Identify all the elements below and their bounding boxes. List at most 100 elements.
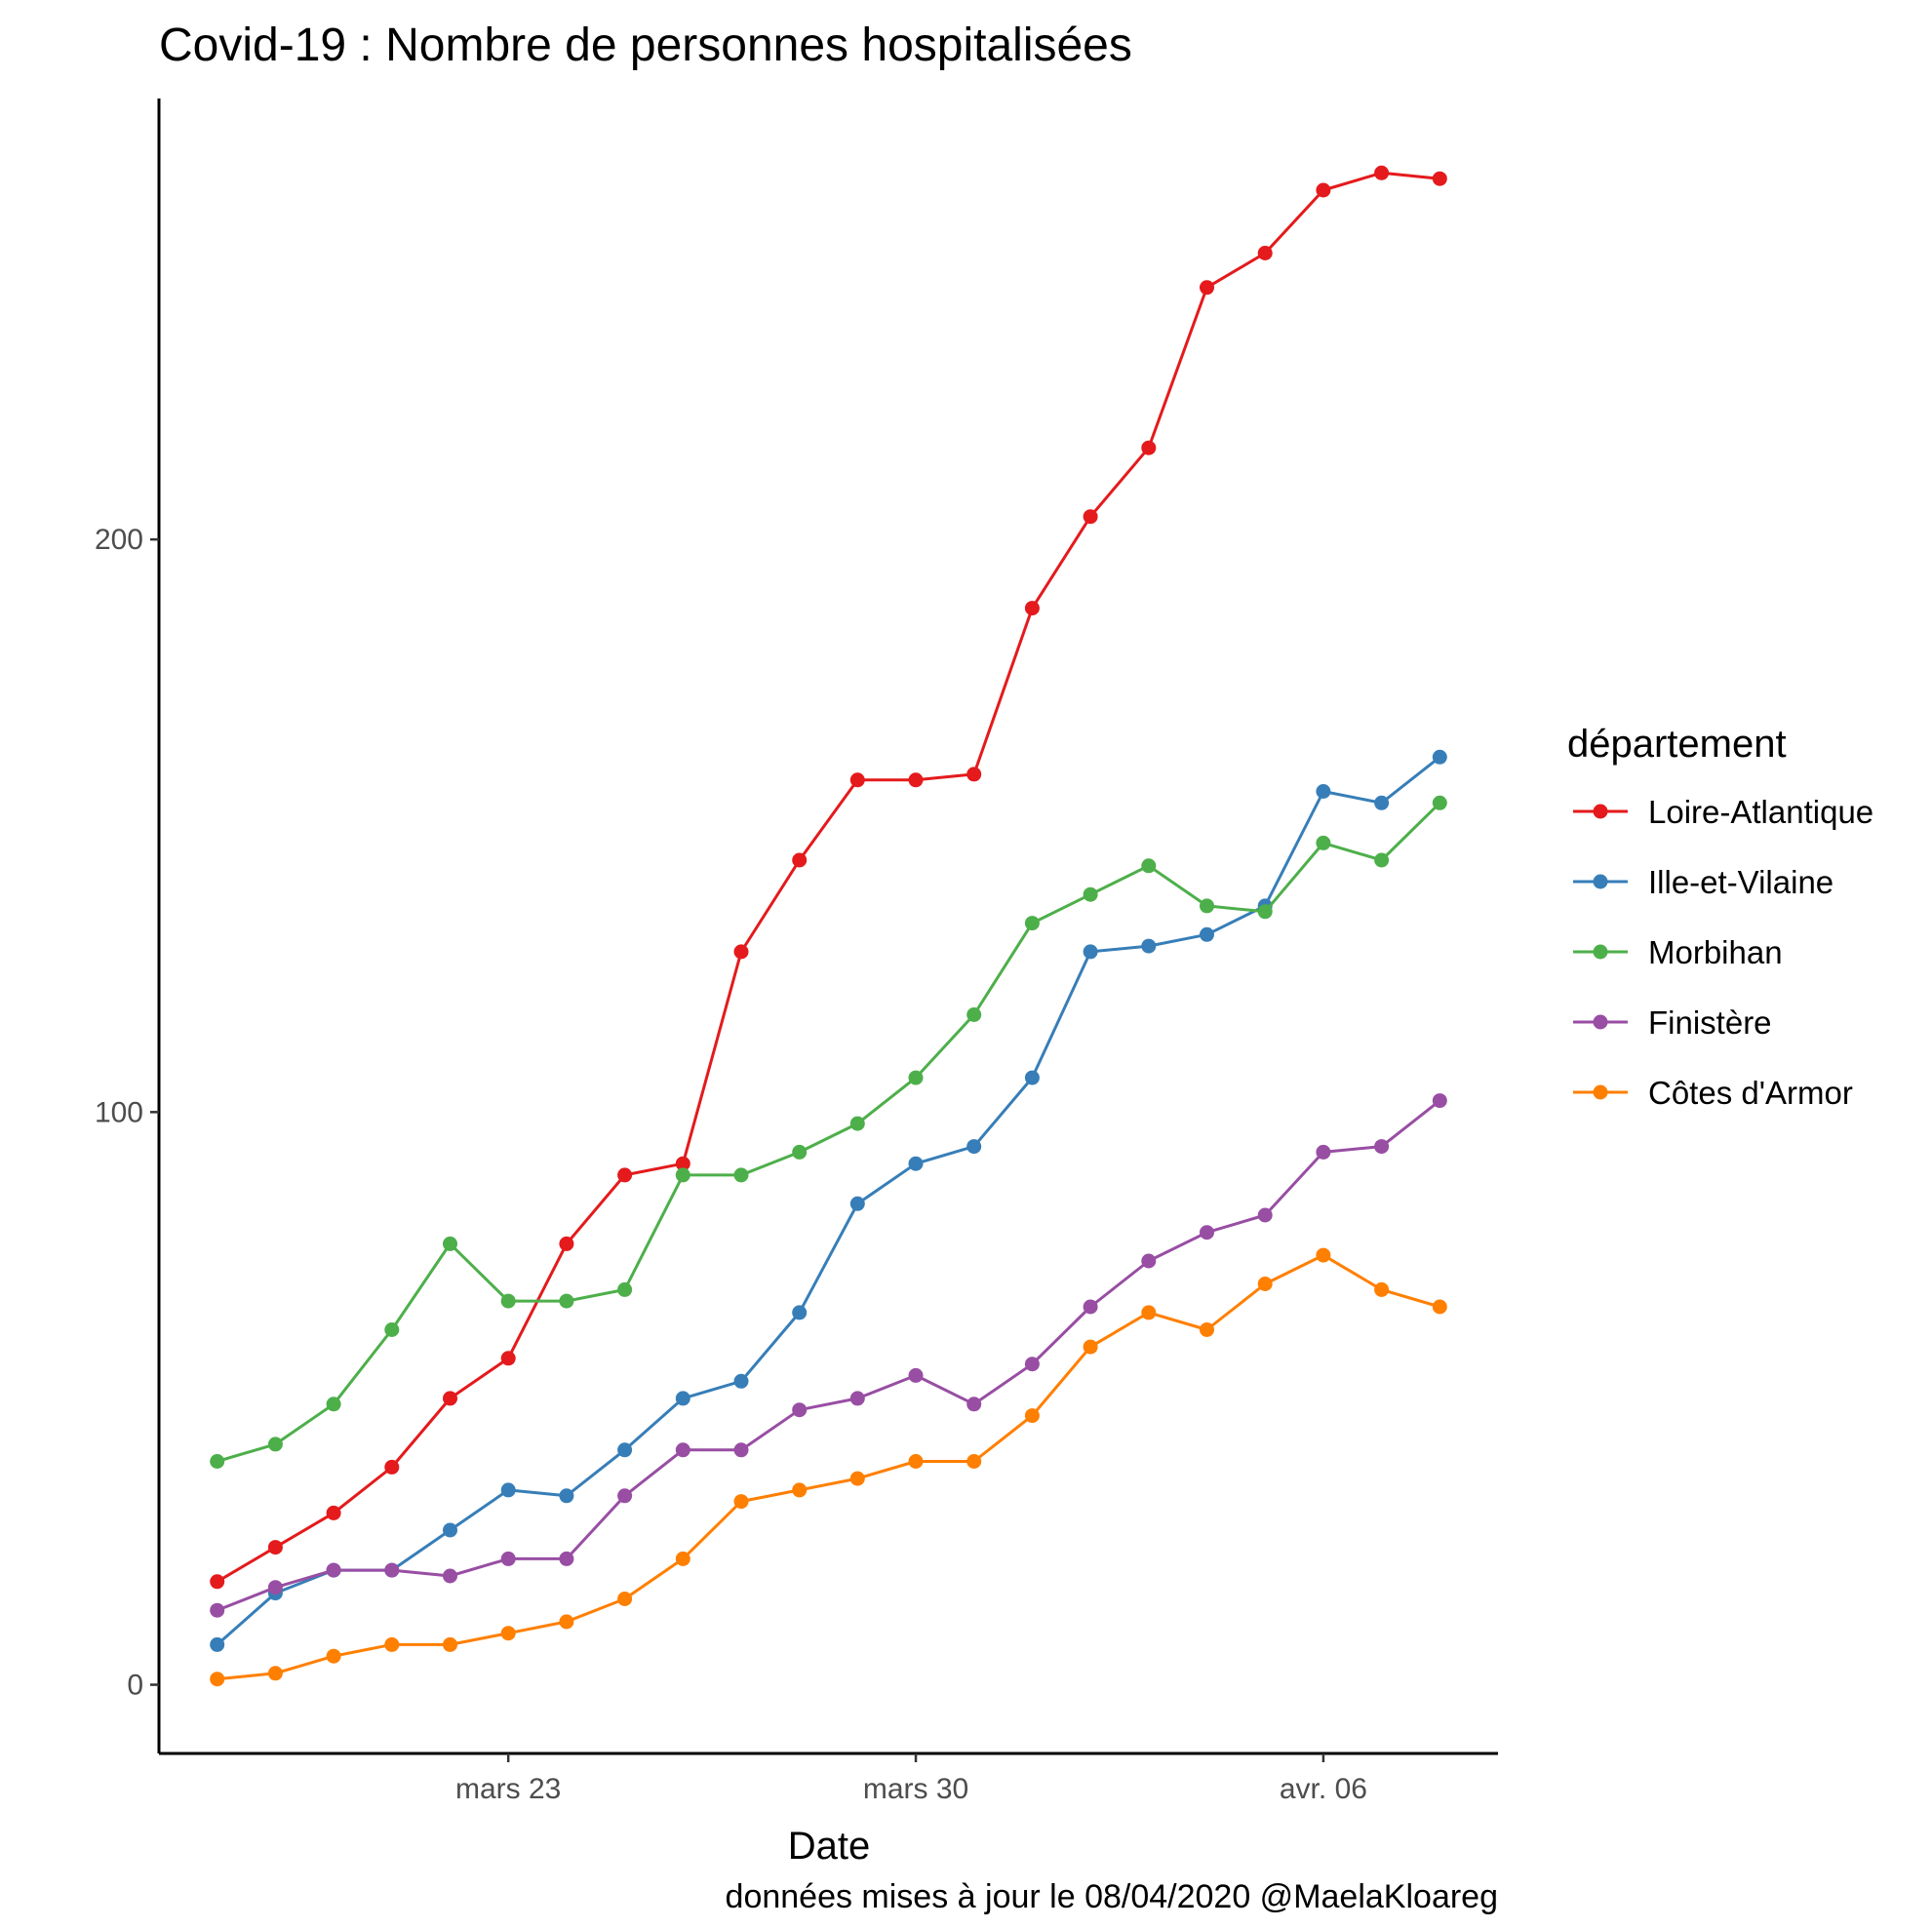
data-point-cotes-d-armor [792, 1482, 808, 1498]
data-point-ille-et-vilaine [675, 1391, 690, 1406]
data-point-finistere [1432, 1093, 1447, 1109]
data-point-morbihan [1200, 898, 1214, 914]
x-axis-ticks: mars 23 mars 30 avr. 06 [455, 1753, 1367, 1805]
data-point-ille-et-vilaine [1374, 795, 1390, 810]
data-point-finistere [1200, 1225, 1214, 1240]
legend-item-finistere: Finistère [1573, 1004, 1772, 1041]
data-point-cotes-d-armor [1083, 1339, 1098, 1355]
data-point-ille-et-vilaine [443, 1522, 457, 1538]
data-point-ille-et-vilaine [1316, 784, 1331, 799]
legend-key-point [1593, 944, 1608, 960]
data-point-cotes-d-armor [1257, 1277, 1273, 1291]
legend-key-point [1593, 874, 1608, 889]
data-point-morbihan [210, 1454, 225, 1469]
data-point-morbihan [443, 1236, 457, 1251]
legend-title: département [1567, 723, 1787, 766]
x-tick-label: mars 23 [455, 1773, 561, 1805]
legend-label: Côtes d'Armor [1648, 1075, 1853, 1111]
legend: département Loire-Atlantique Ille-et-Vila… [1567, 723, 1873, 1111]
data-point-loire-atlantique [1374, 165, 1390, 180]
data-point-loire-atlantique [792, 852, 808, 868]
data-point-finistere [908, 1367, 924, 1383]
data-point-morbihan [559, 1293, 574, 1309]
data-point-ille-et-vilaine [849, 1196, 865, 1211]
data-point-ille-et-vilaine [1024, 1070, 1040, 1085]
data-point-morbihan [908, 1070, 924, 1085]
data-point-ille-et-vilaine [1432, 749, 1447, 765]
data-point-loire-atlantique [1257, 246, 1273, 260]
series-finistere [210, 1093, 1447, 1618]
chart-caption: données mises à jour le 08/04/2020 @Mael… [726, 1878, 1498, 1915]
data-point-morbihan [1024, 916, 1040, 931]
data-point-cotes-d-armor [849, 1471, 865, 1486]
legend-item-ille-et-vilaine: Ille-et-Vilaine [1573, 864, 1833, 900]
data-point-cotes-d-armor [675, 1551, 690, 1566]
data-point-morbihan [384, 1322, 400, 1337]
data-point-loire-atlantique [384, 1459, 400, 1475]
legend-label: Finistère [1648, 1004, 1772, 1041]
series-cotes-d-armor [210, 1247, 1447, 1687]
data-point-finistere [559, 1551, 574, 1566]
data-point-finistere [1374, 1139, 1390, 1155]
legend-item-loire-atlantique: Loire-Atlantique [1573, 794, 1873, 830]
data-point-finistere [675, 1442, 690, 1458]
legend-key-point [1593, 804, 1608, 819]
data-point-cotes-d-armor [1024, 1408, 1040, 1424]
data-point-cotes-d-armor [1141, 1305, 1157, 1320]
data-point-finistere [1257, 1207, 1273, 1223]
data-point-cotes-d-armor [559, 1614, 574, 1630]
data-point-ille-et-vilaine [559, 1488, 574, 1504]
data-point-finistere [443, 1568, 457, 1584]
y-tick-label: 200 [95, 524, 143, 556]
data-point-loire-atlantique [559, 1236, 574, 1251]
data-point-cotes-d-armor [908, 1454, 924, 1469]
data-point-morbihan [617, 1281, 633, 1297]
data-point-cotes-d-armor [1316, 1247, 1331, 1263]
data-point-cotes-d-armor [617, 1592, 633, 1606]
data-point-morbihan [849, 1116, 865, 1131]
data-point-ille-et-vilaine [210, 1636, 225, 1652]
data-point-finistere [1141, 1253, 1157, 1269]
data-point-loire-atlantique [210, 1574, 225, 1590]
data-point-ille-et-vilaine [617, 1442, 633, 1458]
data-point-finistere [1083, 1299, 1098, 1315]
series-ille-et-vilaine [210, 749, 1447, 1652]
data-point-finistere [1316, 1144, 1331, 1160]
data-point-morbihan [966, 1007, 982, 1022]
x-tick-label: avr. 06 [1280, 1773, 1367, 1805]
data-point-ille-et-vilaine [1200, 926, 1214, 942]
data-point-ille-et-vilaine [966, 1139, 982, 1155]
data-point-cotes-d-armor [443, 1636, 457, 1652]
data-point-ille-et-vilaine [908, 1156, 924, 1171]
data-point-morbihan [1083, 886, 1098, 902]
data-point-loire-atlantique [849, 772, 865, 788]
data-point-ille-et-vilaine [1141, 938, 1157, 954]
data-point-morbihan [1257, 904, 1273, 920]
data-point-loire-atlantique [1432, 171, 1447, 186]
y-axis-ticks: 0 100 200 [95, 524, 159, 1702]
data-point-cotes-d-armor [326, 1648, 341, 1664]
data-point-ille-et-vilaine [792, 1305, 808, 1320]
y-tick-label: 0 [127, 1670, 143, 1702]
data-point-ille-et-vilaine [1083, 944, 1098, 960]
data-point-morbihan [1374, 852, 1390, 868]
data-point-loire-atlantique [326, 1505, 341, 1520]
legend-label: Loire-Atlantique [1648, 794, 1873, 830]
legend-item-morbihan: Morbihan [1573, 934, 1783, 970]
data-point-finistere [1024, 1357, 1040, 1372]
data-point-ille-et-vilaine [500, 1482, 516, 1498]
legend-item-cotes-d-armor: Côtes d'Armor [1573, 1075, 1853, 1111]
data-point-finistere [966, 1397, 982, 1412]
series-morbihan [210, 795, 1447, 1469]
data-point-morbihan [792, 1144, 808, 1160]
data-point-morbihan [500, 1293, 516, 1309]
y-tick-label: 100 [95, 1096, 143, 1128]
legend-label: Morbihan [1648, 934, 1783, 970]
data-point-ille-et-vilaine [733, 1373, 749, 1389]
legend-key-point [1593, 1014, 1608, 1030]
data-point-loire-atlantique [617, 1167, 633, 1183]
data-point-loire-atlantique [1316, 182, 1331, 198]
data-point-cotes-d-armor [384, 1636, 400, 1652]
data-point-finistere [384, 1562, 400, 1578]
